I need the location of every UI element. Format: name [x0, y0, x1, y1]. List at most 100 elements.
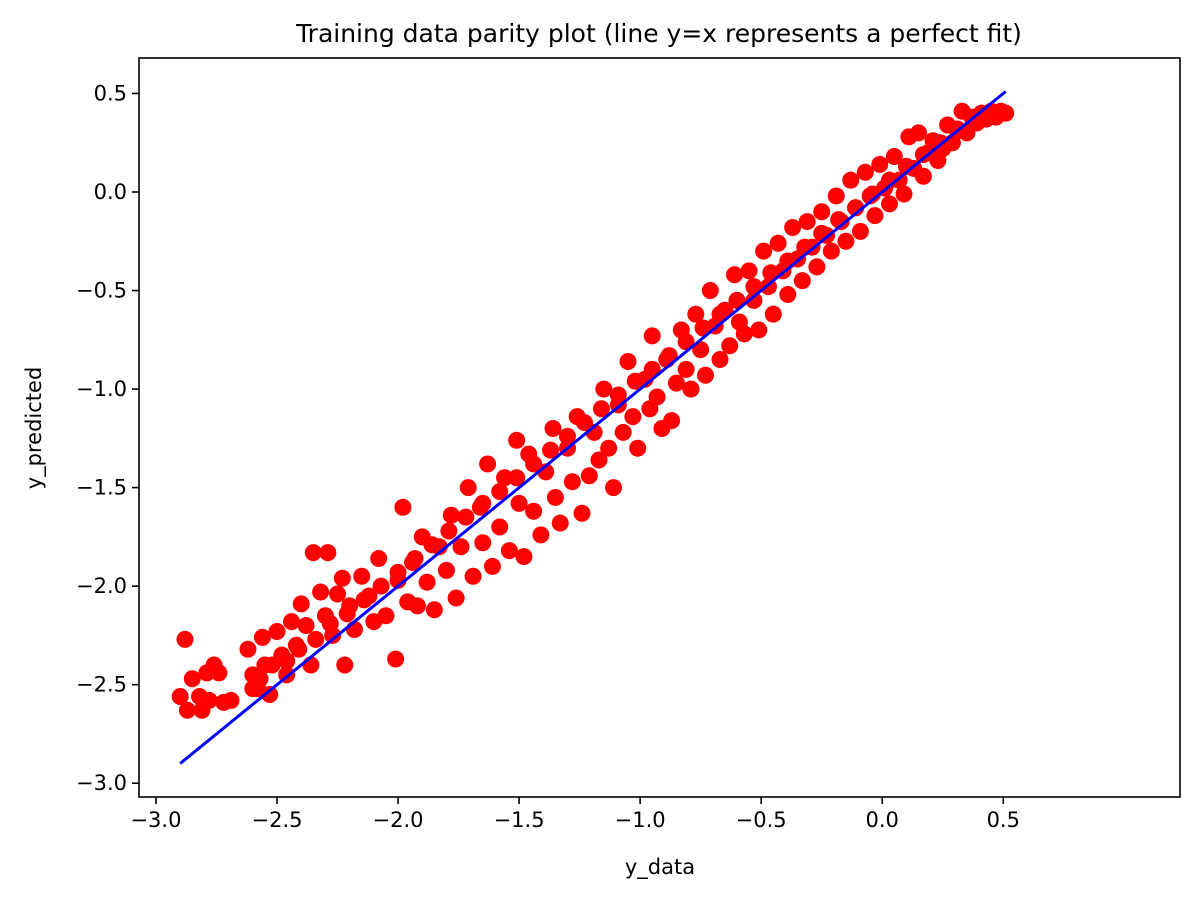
data-point [682, 380, 700, 398]
data-point [648, 388, 666, 406]
x-tick-label: 0.0 [866, 808, 899, 832]
data-point [447, 589, 465, 607]
data-point [437, 561, 455, 579]
data-point [239, 640, 257, 658]
data-point [590, 451, 608, 469]
y-tick-label: 0.5 [94, 81, 127, 105]
data-point [745, 278, 763, 296]
data-point [370, 550, 388, 568]
data-point [575, 414, 593, 432]
data-point [278, 652, 296, 670]
data-point [457, 508, 475, 526]
plot-frame [138, 57, 1181, 798]
data-point [389, 563, 407, 581]
data-point [459, 479, 477, 497]
data-point [508, 431, 526, 449]
data-point [600, 439, 618, 457]
data-point [261, 686, 279, 704]
data-point [660, 347, 678, 365]
data-point [387, 650, 405, 668]
data-point [353, 567, 371, 585]
data-point [769, 234, 787, 252]
data-point [178, 701, 196, 719]
data-point [491, 518, 509, 536]
data-point [798, 213, 816, 231]
x-axis-label: y_data [625, 855, 695, 880]
data-point [464, 567, 482, 585]
data-point [643, 360, 661, 378]
y-tick-label: −2.5 [76, 673, 127, 697]
data-point [546, 488, 564, 506]
data-point [307, 630, 325, 648]
data-point [694, 319, 712, 337]
data-point [750, 321, 768, 339]
data-point [525, 502, 543, 520]
y-tick-label: −3.0 [76, 771, 127, 795]
data-point [614, 423, 632, 441]
data-point [515, 548, 533, 566]
data-point [338, 605, 356, 623]
data-point [764, 305, 782, 323]
data-point [740, 262, 758, 280]
data-point [176, 630, 194, 648]
data-point [551, 514, 569, 532]
data-point [595, 380, 613, 398]
data-point [880, 195, 898, 213]
data-point [745, 291, 763, 309]
y-tick-label: −1.0 [76, 377, 127, 401]
data-point [406, 550, 424, 568]
data-point [827, 187, 845, 205]
data-point [721, 337, 739, 355]
data-point [544, 419, 562, 437]
data-point [701, 282, 719, 300]
y-axis-label: y_predicted [22, 367, 47, 490]
data-point [837, 232, 855, 250]
data-point [210, 664, 228, 682]
data-point [856, 163, 874, 181]
data-point [251, 670, 269, 688]
data-point [914, 146, 932, 164]
data-point [711, 351, 729, 369]
data-point [687, 305, 705, 323]
y-axis-ticks: −3.0 −2.5 −2.0 −1.5 −1.0 −0.5 0.0 0.5 [76, 81, 139, 795]
data-point [253, 628, 271, 646]
data-point [394, 498, 412, 516]
y-tick-label: 0.0 [94, 180, 127, 204]
y-tick-label: −0.5 [76, 279, 127, 303]
data-point [372, 577, 390, 595]
data-point [735, 325, 753, 343]
data-point [500, 542, 518, 560]
data-point [910, 124, 928, 142]
data-point [784, 218, 802, 236]
data-point [333, 569, 351, 587]
data-point [728, 291, 746, 309]
data-point [329, 585, 347, 603]
x-tick-label: 0.5 [987, 808, 1020, 832]
data-point [483, 557, 501, 575]
x-tick-label: −3.0 [130, 808, 181, 832]
data-point [779, 285, 797, 303]
data-point [355, 591, 373, 609]
data-point [425, 601, 443, 619]
data-point [508, 469, 526, 487]
data-point [377, 607, 395, 625]
data-point [321, 615, 339, 633]
reference-line [179, 90, 1007, 765]
data-point [263, 656, 281, 674]
data-point [755, 242, 773, 260]
data-point [297, 617, 315, 635]
data-point [813, 203, 831, 221]
data-point [667, 374, 685, 392]
data-point [677, 333, 695, 351]
data-point [292, 595, 310, 613]
data-point [304, 544, 322, 562]
data-point [559, 427, 577, 445]
data-point [525, 455, 543, 473]
perfect-fit-line [179, 90, 1007, 765]
data-point [580, 467, 598, 485]
data-point [290, 640, 308, 658]
data-point [619, 352, 637, 370]
data-point [822, 242, 840, 260]
data-point [532, 526, 550, 544]
x-tick-label: −2.5 [251, 808, 302, 832]
